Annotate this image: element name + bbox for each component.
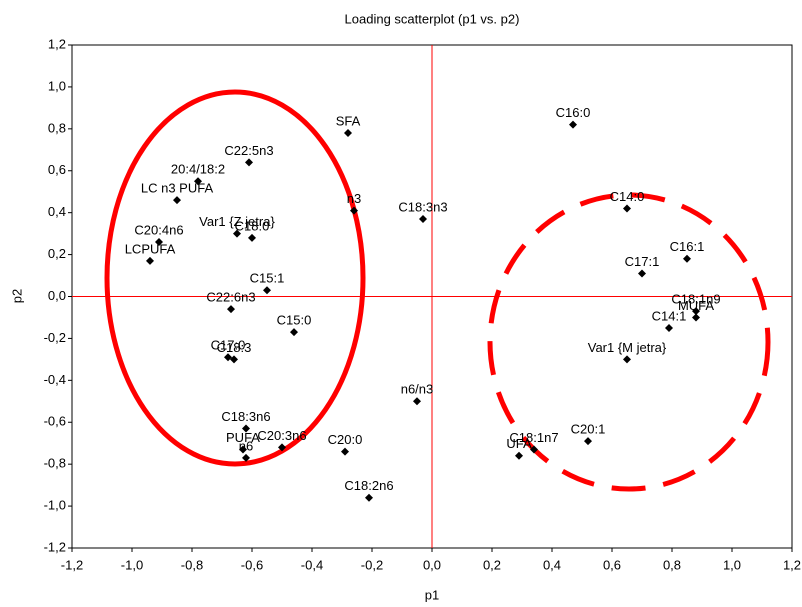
y-tick-label: 1,2 xyxy=(48,36,66,51)
point xyxy=(245,158,253,167)
point xyxy=(242,424,250,433)
point xyxy=(365,493,373,502)
point xyxy=(623,204,631,213)
y-tick-label: 0,0 xyxy=(48,288,66,303)
point-label: UFA xyxy=(506,436,532,451)
point xyxy=(515,451,523,460)
point xyxy=(692,313,700,322)
point xyxy=(239,445,247,454)
point-label: C18:3 xyxy=(217,340,252,355)
point xyxy=(233,229,241,238)
y-tick-label: 0,6 xyxy=(48,162,66,177)
point-label: SFA xyxy=(336,113,361,128)
x-tick-label: 0,0 xyxy=(423,557,441,572)
x-tick-label: -0,2 xyxy=(361,557,383,572)
point-label: C22:5n3 xyxy=(224,143,273,158)
point-label: C20:4n6 xyxy=(134,222,183,237)
point xyxy=(278,443,286,452)
point-label: C20:0 xyxy=(328,432,363,447)
y-tick-label: 1,0 xyxy=(48,78,66,93)
point xyxy=(248,233,256,242)
point xyxy=(263,286,271,295)
y-axis-label: p2 xyxy=(9,289,24,303)
point xyxy=(194,177,202,186)
point xyxy=(683,254,691,263)
x-tick-label: -0,6 xyxy=(241,557,263,572)
point-label: C16:1 xyxy=(670,239,705,254)
point xyxy=(530,445,538,454)
point-label: LCPUFA xyxy=(125,241,176,256)
point-label: PUFA xyxy=(226,430,260,445)
point xyxy=(230,355,238,364)
y-tick-label: -0,8 xyxy=(44,456,66,471)
y-tick-label: -0,6 xyxy=(44,414,66,429)
y-tick-label: -1,2 xyxy=(44,539,66,554)
point-label: C18:0 xyxy=(235,218,270,233)
y-tick-label: -1,0 xyxy=(44,498,66,513)
x-tick-label: 0,6 xyxy=(603,557,621,572)
point xyxy=(227,305,235,314)
point-label: C18:1n7 xyxy=(509,430,558,445)
y-tick-label: -0,2 xyxy=(44,330,66,345)
chart-title: Loading scatterplot (p1 vs. p2) xyxy=(345,11,520,26)
point xyxy=(350,206,358,215)
x-axis-label: p1 xyxy=(425,587,439,602)
x-tick-label: -0,8 xyxy=(181,557,203,572)
y-tick-label: -0,4 xyxy=(44,372,66,387)
highlight-circle xyxy=(104,89,366,467)
point-label: C20:1 xyxy=(571,422,606,437)
point xyxy=(665,323,673,332)
point-label: C14:0 xyxy=(610,189,645,204)
point xyxy=(290,328,298,337)
point-label: LC n3 PUFA xyxy=(141,181,214,196)
point-label: C20:3n6 xyxy=(257,428,306,443)
point-label: MUFA xyxy=(678,298,714,313)
point-label: 20:4/18:2 xyxy=(171,162,225,177)
point xyxy=(413,397,421,406)
x-tick-label: -0,4 xyxy=(301,557,323,572)
point xyxy=(584,437,592,446)
point-label: C18:3n6 xyxy=(221,409,270,424)
point xyxy=(623,355,631,364)
point xyxy=(344,129,352,138)
y-tick-label: 0,2 xyxy=(48,246,66,261)
point-label: C14:1 xyxy=(652,308,687,323)
x-tick-label: 0,4 xyxy=(543,557,561,572)
x-tick-label: 1,2 xyxy=(783,557,801,572)
point-label: C22:6n3 xyxy=(206,290,255,305)
x-tick-label: 0,2 xyxy=(483,557,501,572)
point xyxy=(242,453,250,462)
point xyxy=(341,447,349,456)
x-tick-label: 0,8 xyxy=(663,557,681,572)
point-label: C17:1 xyxy=(625,254,660,269)
point xyxy=(155,238,163,247)
point xyxy=(173,196,181,205)
point-label: C18:1n9 xyxy=(671,292,720,307)
point-label: n3 xyxy=(347,191,361,206)
point-label: C18:3n3 xyxy=(398,199,447,214)
point xyxy=(146,256,154,265)
point xyxy=(224,353,232,362)
y-tick-label: 0,4 xyxy=(48,204,66,219)
point-label: Var1 {M jetra} xyxy=(588,340,667,355)
point xyxy=(569,120,577,129)
point-label: C15:1 xyxy=(250,271,285,286)
x-tick-label: -1,2 xyxy=(61,557,83,572)
point-label: C17:0 xyxy=(211,338,246,353)
point-label: C16:0 xyxy=(556,105,591,120)
point-label: n6/n3 xyxy=(401,382,434,397)
point xyxy=(692,307,700,316)
point-label: C15:0 xyxy=(277,313,312,328)
point-label: C18:2n6 xyxy=(344,478,393,493)
x-tick-label: 1,0 xyxy=(723,557,741,572)
point-label: Var1 {Z jetra} xyxy=(199,214,275,229)
x-tick-label: -1,0 xyxy=(121,557,143,572)
point xyxy=(638,269,646,278)
point xyxy=(419,214,427,223)
y-tick-label: 0,8 xyxy=(48,120,66,135)
highlight-circle-dashed xyxy=(487,192,771,492)
point-label: n6 xyxy=(239,438,253,453)
